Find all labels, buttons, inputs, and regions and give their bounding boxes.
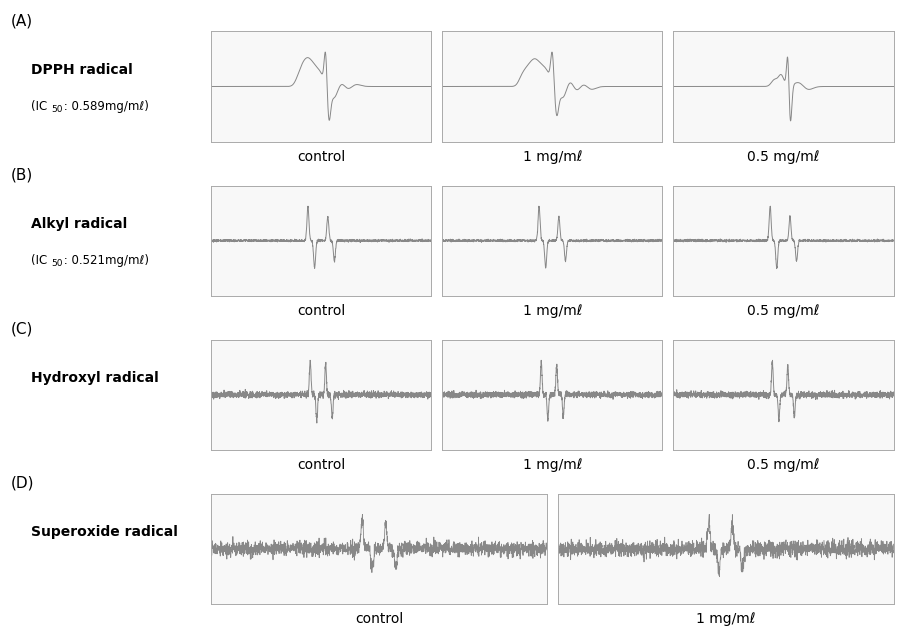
Text: Alkyl radical: Alkyl radical <box>31 217 128 231</box>
Text: 1 mg/mℓ: 1 mg/mℓ <box>523 458 582 472</box>
Text: 50: 50 <box>51 259 63 268</box>
Text: 50: 50 <box>51 105 63 114</box>
Text: 0.5 mg/mℓ: 0.5 mg/mℓ <box>747 458 820 472</box>
Text: (IC: (IC <box>31 100 48 113</box>
Text: 0.5 mg/mℓ: 0.5 mg/mℓ <box>747 150 820 164</box>
Text: control: control <box>297 458 346 472</box>
Text: (B): (B) <box>11 167 33 182</box>
Text: Superoxide radical: Superoxide radical <box>31 525 179 539</box>
Text: DPPH radical: DPPH radical <box>31 63 133 77</box>
Text: Hydroxyl radical: Hydroxyl radical <box>31 371 159 385</box>
Text: 1 mg/mℓ: 1 mg/mℓ <box>696 612 755 626</box>
Text: control: control <box>297 304 346 318</box>
Text: (C): (C) <box>11 321 33 337</box>
Text: : 0.521mg/mℓ): : 0.521mg/mℓ) <box>60 254 149 267</box>
Text: (D): (D) <box>11 476 34 491</box>
Text: 0.5 mg/mℓ: 0.5 mg/mℓ <box>747 304 820 318</box>
Text: (IC: (IC <box>31 254 48 267</box>
Text: control: control <box>297 150 346 164</box>
Text: 1 mg/mℓ: 1 mg/mℓ <box>523 150 582 164</box>
Text: : 0.589mg/mℓ): : 0.589mg/mℓ) <box>60 100 149 113</box>
Text: control: control <box>355 612 403 626</box>
Text: (A): (A) <box>11 13 33 28</box>
Text: 1 mg/mℓ: 1 mg/mℓ <box>523 304 582 318</box>
